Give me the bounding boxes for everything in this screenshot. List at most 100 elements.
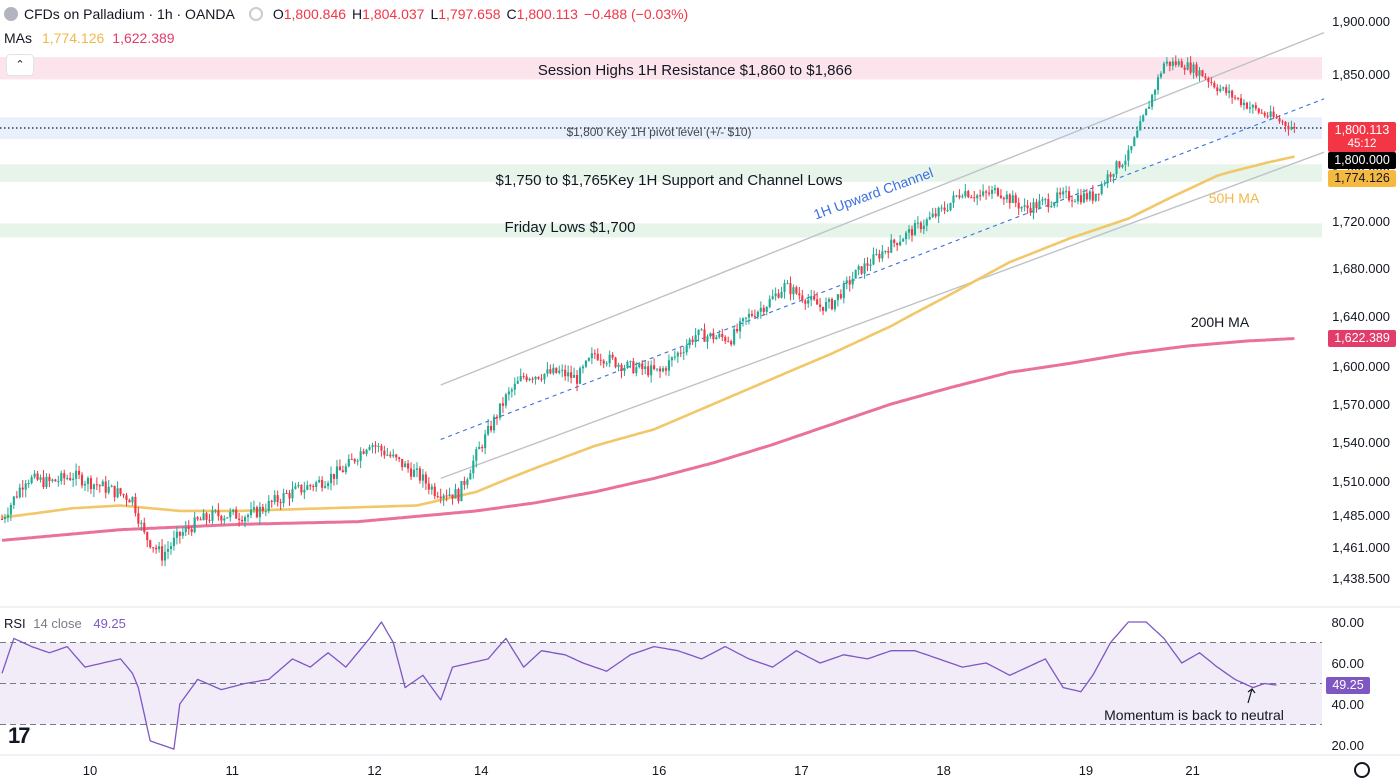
candle-body: [249, 509, 253, 516]
candle-body: [934, 213, 937, 217]
candle-body: [401, 458, 404, 468]
candle-body: [792, 287, 795, 295]
candle-body: [999, 195, 1002, 198]
candle-body: [1038, 200, 1041, 209]
candle-body: [961, 196, 964, 198]
candle-body: [267, 500, 270, 512]
candle-body: [902, 239, 905, 242]
candle-body: [733, 328, 736, 345]
candle-body: [753, 315, 756, 317]
candle-body: [1041, 199, 1044, 201]
candle-body: [1168, 61, 1171, 66]
candle-body: [736, 328, 739, 332]
zone-band: [0, 57, 1322, 80]
candle-body: [593, 353, 596, 355]
candle-body: [842, 283, 845, 299]
candle-body: [241, 519, 244, 522]
candle-body: [60, 473, 63, 482]
candle-body: [344, 466, 347, 473]
candle-body: [1130, 146, 1133, 151]
candle-body: [1103, 183, 1106, 185]
candle-body: [1094, 193, 1097, 201]
candle-body: [620, 364, 623, 372]
candle-body: [970, 197, 973, 199]
rsi-line: [1, 621, 1277, 750]
candle-body: [1239, 98, 1243, 106]
candle-body: [1100, 184, 1103, 194]
candle-body: [747, 313, 751, 318]
candle-body: [587, 358, 590, 361]
candle-body: [795, 287, 798, 294]
candle-body: [407, 463, 410, 469]
candle-body: [1257, 108, 1260, 113]
candle-body: [1287, 126, 1290, 130]
candle-body: [303, 489, 306, 493]
symbol-logo-icon: [4, 7, 18, 21]
candle-body: [350, 458, 353, 460]
candle-body: [463, 481, 466, 485]
candle-body: [1082, 193, 1085, 203]
mas-label[interactable]: MAs: [4, 30, 32, 46]
candle-body: [86, 478, 90, 484]
collapse-legend-button[interactable]: ⌃: [6, 54, 34, 76]
candle-body: [1139, 121, 1142, 131]
candle-body: [567, 372, 570, 377]
candle-body: [178, 531, 181, 536]
candle-body: [1076, 195, 1080, 202]
candle-body: [75, 470, 78, 479]
candle-body: [12, 496, 15, 505]
candle-body: [925, 219, 928, 226]
candle-body: [807, 299, 810, 304]
candle-body: [1044, 199, 1047, 201]
candle-body: [1278, 118, 1281, 122]
ma200-label: 200H MA: [1191, 314, 1250, 330]
candle-body: [152, 547, 155, 549]
candle-body: [549, 369, 552, 374]
candle-body: [9, 504, 12, 515]
candle-body: [1053, 202, 1056, 206]
tradingview-logo-icon[interactable]: 17: [8, 723, 31, 748]
candle-body: [380, 445, 383, 451]
price-tick-label: 1,540.000: [1332, 435, 1390, 450]
candle-body: [45, 476, 48, 488]
candle-body: [300, 484, 303, 493]
candle-body: [33, 473, 36, 478]
candle-body: [217, 510, 220, 517]
candle-body: [741, 318, 745, 322]
gear-icon[interactable]: [1354, 762, 1370, 778]
visibility-eye-icon[interactable]: [248, 7, 263, 21]
candle-body: [1145, 108, 1148, 116]
candle-body: [964, 191, 967, 197]
candle-body: [1029, 208, 1032, 213]
candle-body: [362, 451, 365, 454]
candle-body: [377, 445, 380, 447]
candle-body: [1165, 61, 1168, 64]
rsi-legend[interactable]: RSI 14 close 49.25: [4, 616, 126, 631]
open-value: 1,800.846: [283, 6, 347, 22]
candle-body: [374, 445, 377, 447]
candle-body: [158, 546, 161, 550]
symbol-title[interactable]: CFDs on Palladium · 1h · OANDA: [24, 6, 235, 22]
candle-body: [709, 333, 712, 337]
candle-body: [285, 492, 288, 494]
candle-body: [481, 446, 484, 449]
candle-body: [1216, 87, 1219, 92]
candle-body: [18, 487, 21, 498]
candle-body: [104, 481, 107, 493]
candle-body: [365, 449, 368, 454]
ma200-price-badge: 1,622.389: [1328, 330, 1396, 347]
candle-body: [780, 291, 783, 298]
candle-body: [641, 363, 644, 370]
candle-body: [72, 478, 75, 481]
candle-body: [531, 378, 534, 380]
candle-body: [214, 510, 217, 512]
rsi-params: 14 close: [33, 616, 82, 631]
candle-body: [39, 477, 42, 480]
candle-body: [202, 513, 205, 521]
candle-body: [389, 454, 392, 457]
candle-body: [602, 360, 605, 364]
candle-body: [596, 353, 599, 360]
time-tick-label: 18: [936, 763, 950, 778]
candle-body: [688, 339, 691, 346]
